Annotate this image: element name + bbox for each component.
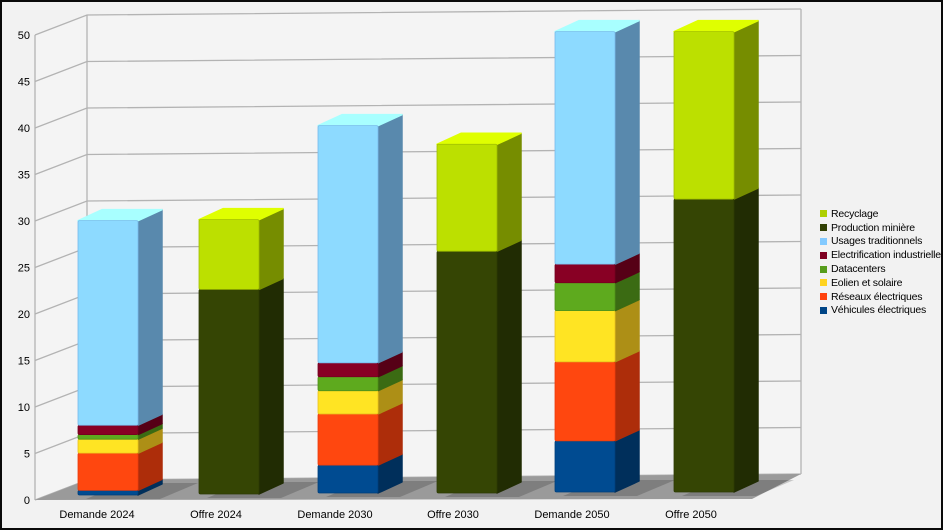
bar-segment: [317, 362, 379, 378]
y-axis-tick-label: 50: [18, 30, 30, 42]
bar-segment: [77, 434, 139, 440]
bar-segment: [77, 438, 139, 454]
legend-swatch-icon: [820, 265, 827, 273]
x-axis-category-label: Demande 2024: [59, 509, 134, 521]
x-axis-category-label: Demande 2030: [297, 509, 372, 521]
legend-label: Datacenters: [831, 263, 886, 276]
legend-label: Usages traditionnels: [831, 235, 923, 248]
y-axis-tick-label: 15: [18, 356, 30, 368]
y-axis-tick-label: 20: [18, 309, 30, 321]
bar-segment: [317, 125, 379, 364]
bar-segment: [77, 424, 139, 435]
bar-segment: [554, 263, 616, 284]
bar-segment-side: [496, 132, 522, 252]
x-axis-category-label: Offre 2024: [190, 509, 242, 521]
legend-label: Véhicules électriques: [831, 304, 927, 317]
bar-segment: [554, 310, 616, 363]
y-axis-tick-label: 30: [18, 216, 30, 228]
bar-segment-side: [614, 350, 640, 442]
bar-segment-side: [258, 277, 284, 495]
legend-swatch-icon: [820, 279, 827, 287]
legend-item: Recyclage: [820, 207, 941, 221]
bar-segment: [317, 464, 379, 494]
bar-segment: [554, 31, 616, 265]
y-axis-tick-label: 25: [18, 263, 30, 275]
legend-item: Production minière: [820, 221, 941, 235]
bar-segment: [77, 452, 139, 491]
legend-label: Electrification industrielle: [831, 249, 941, 262]
legend-swatch-icon: [820, 251, 827, 259]
bar-segment: [554, 361, 616, 442]
bar-segment: [554, 282, 616, 312]
legend-label: Recyclage: [831, 207, 879, 220]
legend-label: Réseaux électriques: [831, 290, 923, 303]
bar-segment: [77, 220, 139, 426]
bar-segment: [198, 219, 260, 290]
legend-swatch-icon: [820, 237, 827, 245]
bar-segment: [436, 143, 498, 252]
bar-segment: [317, 413, 379, 466]
legend-item: Véhicules électriques: [820, 304, 941, 318]
legend-swatch-icon: [820, 224, 827, 232]
bar-segment: [673, 31, 735, 200]
x-axis-category-label: Demande 2050: [534, 509, 609, 521]
y-axis-tick-label: 35: [18, 170, 30, 182]
x-axis-category-label: Offre 2030: [427, 509, 479, 521]
chart-legend: Recyclage Production minière Usages tradit…: [820, 207, 941, 318]
legend-swatch-icon: [820, 293, 827, 301]
y-axis-tick-label: 5: [24, 449, 30, 461]
bar-segment: [77, 489, 139, 496]
bar-segment: [554, 440, 616, 493]
bar-segment-side: [258, 207, 284, 291]
bar-segment: [317, 390, 379, 415]
bar-segment-side: [733, 19, 759, 200]
bar-segment: [436, 250, 498, 494]
legend-item: Eolien et solaire: [820, 276, 941, 290]
y-axis-tick-label: 45: [18, 77, 30, 89]
legend-item: Datacenters: [820, 262, 941, 276]
bar-segment-side: [614, 19, 640, 265]
legend-label: Production minière: [831, 221, 915, 234]
legend-swatch-icon: [820, 210, 827, 218]
bar-segment-side: [496, 239, 522, 494]
bar-segment: [198, 288, 260, 495]
legend-label: Eolien et solaire: [831, 276, 903, 289]
legend-swatch-icon: [820, 306, 827, 314]
y-axis-tick-label: 10: [18, 402, 30, 414]
y-axis-tick-label: 40: [18, 123, 30, 135]
legend-item: Electrification industrielle: [820, 248, 941, 262]
bar-segment-side: [377, 113, 403, 364]
bar-segment: [317, 376, 379, 392]
x-axis-category-label: Offre 2050: [665, 509, 717, 521]
y-axis-tick-label: 0: [24, 495, 30, 507]
bar-segment: [673, 198, 735, 493]
bar-segment-side: [733, 187, 759, 493]
legend-item: Usages traditionnels: [820, 235, 941, 249]
bar-segment-side: [137, 208, 163, 426]
legend-item: Réseaux électriques: [820, 290, 941, 304]
